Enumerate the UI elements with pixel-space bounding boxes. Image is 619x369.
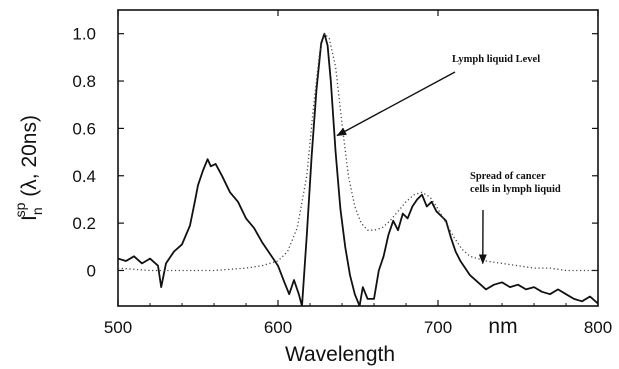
y-axis-title-main: I — [18, 215, 41, 221]
y-axis: 0 0.2 0.4 0.6 0.8 1.0 — [72, 25, 598, 280]
x-unit-label: nm — [488, 315, 517, 338]
y-tick-label: 0.2 — [72, 214, 96, 233]
plot-border — [117, 9, 599, 307]
x-tick-label: 500 — [104, 318, 132, 337]
svg-text:Insp (λ, 20ns): Insp (λ, 20ns) — [12, 115, 45, 221]
y-tick-label: 0.4 — [72, 167, 96, 186]
y-axis-title: Insp (λ, 20ns) — [12, 115, 45, 221]
x-axis: 500 600 700 800 — [104, 10, 612, 337]
plot-frame — [117, 9, 599, 307]
series-line-2 — [118, 33, 598, 272]
x-tick-label: 600 — [264, 318, 292, 337]
x-tick-label: 700 — [424, 318, 452, 337]
y-axis-title-rest: (λ, 20ns) — [18, 115, 41, 203]
y-tick-label: 0 — [87, 261, 96, 280]
annotation-text: Spread of cancer — [470, 171, 546, 182]
y-axis-title-sup: sp — [12, 202, 28, 217]
annotation-text: Lymph liquid Level — [452, 54, 540, 65]
y-tick-label: 1.0 — [72, 25, 96, 44]
x-axis-title: Wavelength — [285, 343, 395, 366]
annotation-text: cells in lymph liquid — [470, 184, 561, 195]
series-layer — [118, 32, 598, 306]
annotation-arrow — [336, 71, 456, 137]
x-tick-label: 800 — [584, 318, 612, 337]
annotations: Lymph liquid Level Spread of cancer cells … — [336, 54, 561, 265]
y-tick-label: 0.8 — [72, 72, 96, 91]
y-tick-label: 0.6 — [72, 119, 96, 138]
series-line-1 — [118, 32, 598, 306]
y-axis-title-sub: n — [29, 207, 45, 215]
